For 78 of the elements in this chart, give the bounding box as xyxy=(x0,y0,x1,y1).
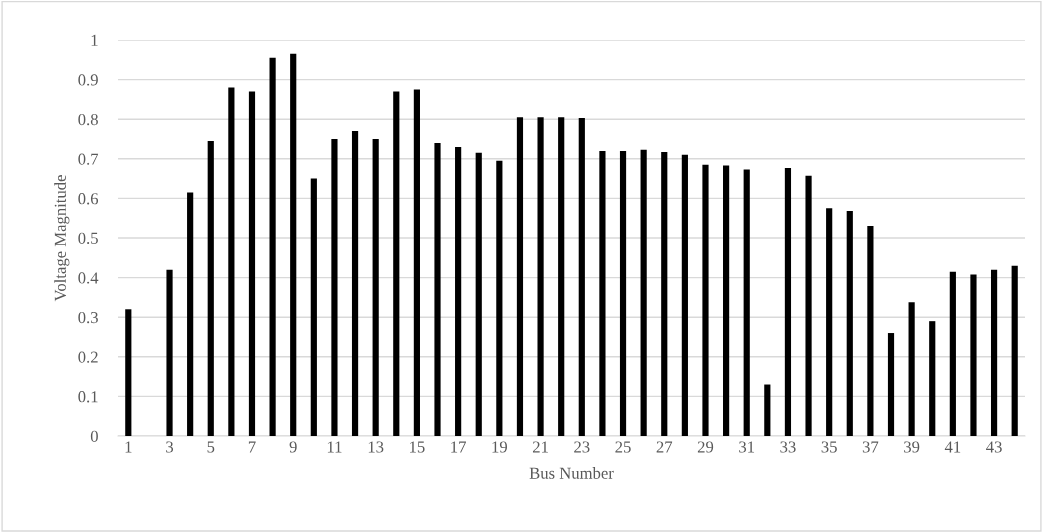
x-tick-label: 35 xyxy=(821,441,837,453)
x-tick-label: 3 xyxy=(166,441,174,453)
x-tick-label: 17 xyxy=(451,441,466,453)
x-tick-label: 43 xyxy=(986,441,1002,453)
x-tick-label: 27 xyxy=(656,441,673,453)
bar xyxy=(496,160,503,436)
bar xyxy=(310,178,317,436)
bar xyxy=(929,321,936,436)
y-tick-label: 0 xyxy=(90,430,98,442)
x-tick-label: 13 xyxy=(368,441,384,453)
bar xyxy=(661,152,668,436)
x-tick-label: 31 xyxy=(739,441,755,453)
bar xyxy=(784,167,792,436)
y-tick-label: 0.3 xyxy=(78,311,98,324)
bar xyxy=(764,384,771,436)
bar xyxy=(805,175,812,436)
bar xyxy=(455,146,462,436)
x-tick-label: 11 xyxy=(327,441,342,453)
y-tick-label: 0.5 xyxy=(78,232,98,245)
bar xyxy=(578,118,585,436)
y-tick-label: 1 xyxy=(91,34,98,46)
bar xyxy=(723,165,730,436)
y-tick-label: 0.2 xyxy=(78,351,98,363)
bar xyxy=(413,89,420,436)
x-tick-label: 39 xyxy=(904,441,920,453)
bar xyxy=(1011,265,1018,436)
bar xyxy=(393,91,400,436)
y-tick-label: 0.7 xyxy=(78,153,99,165)
x-tick-label: 19 xyxy=(492,441,507,453)
bar xyxy=(599,150,606,436)
x-tick-label: 9 xyxy=(289,441,297,453)
bar xyxy=(990,269,998,436)
bar xyxy=(702,164,709,436)
bar xyxy=(640,149,647,436)
bar xyxy=(290,53,297,436)
bar xyxy=(228,87,235,436)
x-tick-label: 25 xyxy=(615,441,631,453)
bar xyxy=(537,117,544,436)
bar xyxy=(331,139,338,436)
bar xyxy=(434,142,441,436)
bar xyxy=(516,117,524,436)
x-tick-label: 21 xyxy=(532,441,548,453)
x-tick-label: 5 xyxy=(207,441,215,453)
bar xyxy=(475,152,482,436)
bar xyxy=(166,269,173,436)
x-tick-label: 33 xyxy=(780,441,796,453)
bar xyxy=(846,211,853,436)
bar xyxy=(867,226,874,436)
bar xyxy=(619,150,627,436)
x-tick-label: 15 xyxy=(410,441,425,453)
x-tick-label: 1 xyxy=(125,441,132,453)
bar xyxy=(908,302,915,436)
bar xyxy=(558,117,565,436)
bar xyxy=(207,140,214,436)
bar xyxy=(372,139,379,436)
x-tick-label: 37 xyxy=(862,441,879,453)
y-tick-label: 0.1 xyxy=(78,391,98,403)
x-tick-label: 23 xyxy=(574,441,590,453)
bar xyxy=(351,131,359,436)
bar xyxy=(970,274,977,436)
bar xyxy=(125,309,132,436)
bar xyxy=(887,333,895,436)
bar xyxy=(187,192,194,436)
bar xyxy=(681,154,688,436)
y-axis-title: Voltage Magnitude xyxy=(54,175,70,302)
x-axis-title: Bus Number xyxy=(529,467,614,479)
y-tick-label: 0.6 xyxy=(78,193,99,205)
bar xyxy=(269,57,276,436)
y-tick-label: 0.4 xyxy=(78,272,99,284)
bar xyxy=(826,208,833,436)
y-tick-label: 0.9 xyxy=(78,74,98,86)
y-tick-label: 0.8 xyxy=(78,113,98,126)
x-tick-label: 41 xyxy=(944,441,961,453)
bar xyxy=(743,169,750,436)
x-tick-label: 7 xyxy=(248,441,256,453)
x-tick-label: 29 xyxy=(697,441,714,453)
bar xyxy=(949,271,956,436)
bar xyxy=(248,91,256,436)
